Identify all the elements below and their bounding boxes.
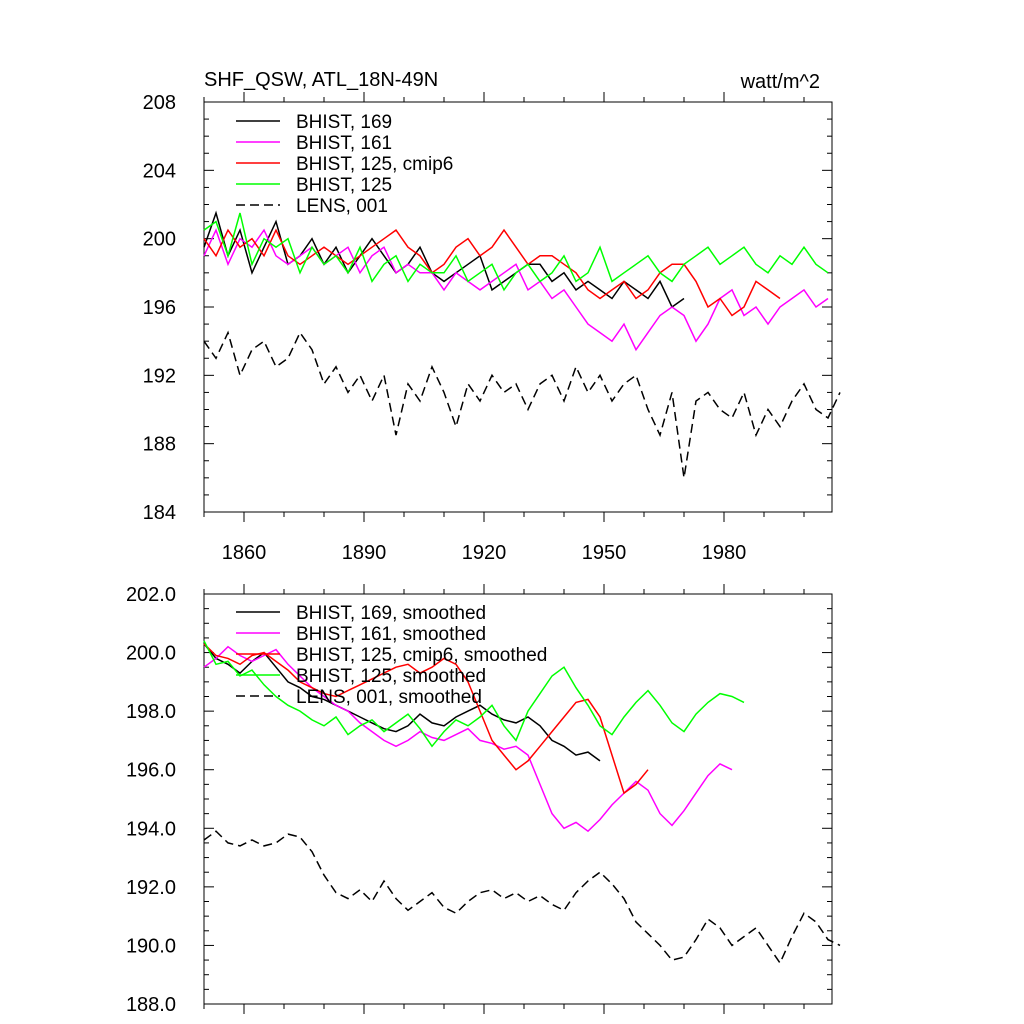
series-line-1 (203, 645, 733, 833)
y-tick-label: 192 (143, 365, 176, 387)
y-tick-label: 190.0 (126, 935, 176, 957)
series-line-2 (203, 228, 781, 317)
top-panel: SHF_QSW, ATL_18N-49N watt/m^2 184 188 192 1… (143, 69, 841, 564)
legend-label: BHIST, 125, cmip6 (296, 154, 453, 175)
legend-label: BHIST, 169, smoothed (296, 603, 486, 624)
y-tick-label: 200 (143, 229, 176, 251)
y-tick-label: 200.0 (126, 643, 176, 665)
y-tick-label: 196 (143, 297, 176, 319)
series-line-0 (203, 643, 601, 762)
x-tick-label: 1980 (702, 542, 747, 564)
y-tick-label: 198.0 (126, 701, 176, 723)
x-tick-label: 1920 (462, 542, 507, 564)
chart-units: watt/m^2 (740, 71, 820, 93)
legend-label: BHIST, 125, cmip6, smoothed (296, 645, 547, 666)
x-tick-label: 1890 (342, 542, 387, 564)
bottom-panel: 188.0 190.0 192.0 194.0 196.0 198.0 200.0 202.0… (126, 584, 841, 1016)
legend-label: LENS, 001 (296, 196, 388, 217)
series-line-0 (203, 210, 685, 309)
legend-label: BHIST, 161, smoothed (296, 624, 486, 645)
y-tick-label: 204 (143, 160, 176, 182)
legend-label: LENS, 001, smoothed (296, 687, 482, 708)
series-line-1 (203, 228, 829, 352)
series-line-4 (203, 830, 841, 965)
legend-label: BHIST, 125, smoothed (296, 666, 486, 687)
x-tick-label: 1950 (582, 542, 627, 564)
series-line-4 (203, 330, 841, 478)
x-tick-label: 1860 (222, 542, 267, 564)
y-tick-label: 194.0 (126, 818, 176, 840)
legend-label: BHIST, 161 (296, 133, 392, 154)
chart-title-left: SHF_QSW, ATL_18N-49N (204, 69, 438, 91)
y-tick-label: 192.0 (126, 877, 176, 899)
y-tick-label: 202.0 (126, 584, 176, 606)
y-tick-label: 196.0 (126, 760, 176, 782)
series-line-3 (203, 212, 829, 292)
series-line-2 (203, 643, 649, 795)
legend-label: BHIST, 169 (296, 112, 392, 133)
y-tick-label: 208 (143, 92, 176, 114)
y-tick-label: 188 (143, 434, 176, 456)
y-tick-label: 188.0 (126, 994, 176, 1016)
y-tick-label: 184 (143, 502, 176, 524)
legend-label: BHIST, 125 (296, 175, 392, 196)
series-line-3 (203, 640, 745, 748)
